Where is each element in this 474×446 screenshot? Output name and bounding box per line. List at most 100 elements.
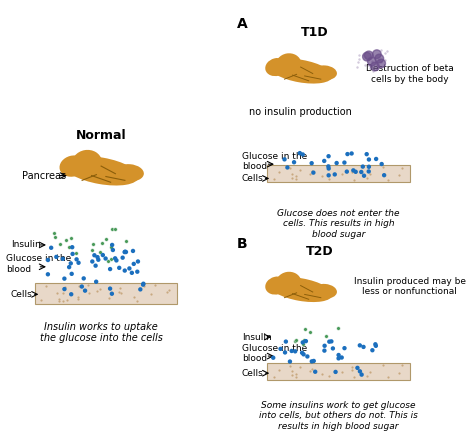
Point [106, 285, 114, 292]
Point [50, 230, 58, 237]
Text: Glucose does not enter the
cells. This results in high
blood sugar: Glucose does not enter the cells. This r… [277, 209, 400, 239]
Point [309, 365, 316, 372]
Point [140, 280, 147, 287]
Point [348, 150, 356, 157]
Point [355, 56, 363, 63]
Point [299, 339, 307, 346]
Point [300, 351, 307, 358]
Ellipse shape [64, 156, 138, 186]
Point [292, 373, 300, 380]
Point [93, 287, 100, 294]
Point [369, 347, 376, 354]
Point [62, 283, 69, 290]
Point [380, 172, 388, 179]
Point [109, 226, 116, 233]
Point [291, 337, 299, 344]
Ellipse shape [265, 58, 288, 76]
Point [348, 166, 356, 173]
Point [398, 362, 406, 369]
Point [368, 58, 376, 65]
Text: Glucose in the
blood: Glucose in the blood [242, 343, 307, 363]
Point [373, 155, 380, 162]
Point [341, 159, 348, 166]
Point [396, 172, 403, 179]
Point [139, 281, 147, 288]
Point [107, 255, 114, 262]
Point [275, 169, 283, 176]
Point [348, 364, 356, 371]
Circle shape [377, 59, 385, 68]
Point [303, 353, 311, 360]
Point [301, 336, 308, 343]
Point [298, 349, 306, 356]
Point [91, 252, 98, 259]
Point [380, 164, 387, 171]
Point [275, 367, 283, 374]
Point [289, 170, 296, 177]
Text: Cells: Cells [11, 290, 33, 299]
Point [382, 56, 389, 63]
Point [121, 248, 128, 256]
Point [75, 259, 82, 266]
Point [96, 285, 104, 292]
Point [344, 150, 351, 157]
Point [105, 294, 113, 301]
Point [338, 368, 346, 376]
Point [130, 260, 137, 268]
Point [44, 271, 52, 278]
Ellipse shape [297, 66, 329, 83]
Point [325, 153, 332, 160]
Point [108, 244, 115, 251]
Circle shape [373, 50, 381, 58]
Point [88, 246, 95, 253]
Point [292, 336, 300, 343]
Circle shape [363, 52, 371, 61]
Point [286, 362, 294, 369]
Ellipse shape [297, 285, 329, 301]
Point [292, 370, 300, 377]
Point [269, 354, 277, 361]
Point [64, 296, 71, 303]
Point [92, 278, 100, 285]
Point [384, 176, 392, 183]
Point [116, 264, 123, 272]
Point [67, 235, 74, 242]
Point [134, 258, 142, 265]
Point [281, 349, 289, 356]
Point [292, 175, 300, 182]
Point [381, 50, 388, 57]
Point [365, 61, 372, 68]
Point [328, 338, 335, 345]
Point [356, 342, 364, 349]
Point [289, 372, 296, 379]
Point [318, 173, 326, 180]
Point [288, 347, 295, 355]
Point [350, 374, 357, 381]
Point [59, 255, 67, 262]
Point [366, 171, 374, 178]
Text: Insulin: Insulin [242, 333, 272, 342]
Text: Insulin: Insulin [11, 240, 41, 249]
Point [325, 165, 332, 172]
Point [106, 265, 114, 273]
Point [300, 340, 307, 347]
Point [299, 151, 307, 158]
Point [302, 338, 310, 345]
Circle shape [365, 51, 373, 60]
Point [68, 244, 76, 251]
Point [81, 287, 89, 294]
Point [89, 240, 96, 248]
Point [72, 249, 80, 256]
Point [358, 371, 365, 378]
Text: no insulin production: no insulin production [249, 107, 352, 117]
Point [357, 169, 365, 176]
Text: Some insulins work to get glucose
into cells, but others do not. This is
results: Some insulins work to get glucose into c… [259, 401, 418, 430]
Ellipse shape [313, 66, 337, 80]
Point [59, 290, 67, 297]
Point [165, 287, 173, 294]
Point [333, 160, 340, 167]
Point [301, 326, 309, 333]
Point [321, 342, 328, 349]
Point [356, 368, 364, 375]
Point [398, 164, 406, 171]
